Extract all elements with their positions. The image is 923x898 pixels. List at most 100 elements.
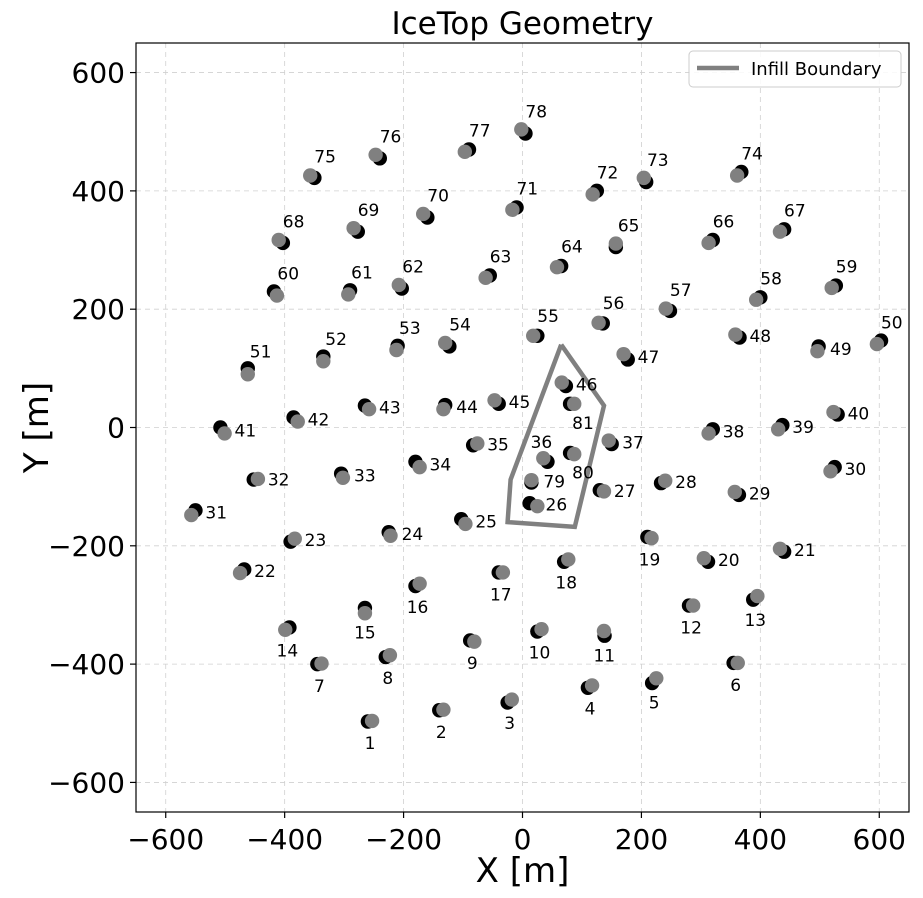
station-label: 66 [713,212,735,232]
station-label: 76 [380,128,402,148]
station-57-tank-b [658,301,674,316]
station-label: 63 [490,248,512,268]
station-64-tank-b [549,259,565,275]
station-13-tank-b [750,588,765,604]
station-label: 10 [529,643,551,663]
station-label: 6 [730,676,741,696]
station-label: 34 [430,455,452,475]
station-label: 18 [555,574,577,594]
station-56-tank-b [591,315,606,330]
y-tick-label: 400 [72,175,125,208]
station-49-tank-b [810,343,825,359]
station-label: 64 [561,238,583,258]
station-6-tank-b [730,655,745,671]
station-label: 26 [546,496,568,516]
station-39-tank-b [770,422,786,437]
station-label: 8 [382,669,393,689]
station-8-tank-b [382,648,398,663]
station-label: 39 [792,418,814,438]
station-label: 62 [402,258,424,278]
station-2-tank-b [436,702,451,717]
station-17-tank-b [495,565,511,580]
legend-box [688,50,902,88]
y-tick-label: −200 [48,530,125,563]
station-label: 37 [622,433,644,453]
station-label: 40 [848,404,870,424]
station-label: 61 [351,263,373,283]
station-label: 33 [354,467,376,487]
station-35-tank-b [470,436,485,451]
station-label: 73 [647,151,669,171]
station-69-tank-b [346,220,361,236]
station-37-tank-b [601,433,616,448]
axis-ticks: −600 −400 −200 0 200 400 600 −600 −400 −200 0 200 40… [48,57,906,856]
station-78-tank-b [514,122,529,137]
station-29-tank-b [727,484,742,500]
station-label: 54 [449,316,471,336]
station-label: 49 [830,340,852,360]
station-54-tank-b [438,335,453,351]
station-points-layer [184,122,889,729]
y-axis-label: Y [m] [17,382,57,474]
station-72-tank-b [585,187,600,202]
station-label: 13 [744,611,766,631]
station-label: 59 [836,258,858,278]
x-tick-label: −200 [365,823,442,856]
station-label: 16 [407,598,429,618]
station-label: 48 [749,327,771,347]
station-30-tank-b [823,464,838,479]
station-63-tank-b [478,270,493,286]
station-33-tank-b [335,470,351,485]
station-label: 72 [597,164,619,184]
station-47-tank-b [616,346,631,362]
station-22-tank-b [232,565,248,581]
station-5-tank-b [649,671,664,686]
legend: Infill Boundary [688,50,902,88]
station-41-tank-b [217,426,232,441]
station-44-tank-b [436,401,451,417]
station-18-tank-b [561,552,576,567]
y-tick-label: 0 [107,412,125,445]
station-label: 12 [680,619,702,639]
station-label: 11 [593,646,615,666]
station-label: 68 [283,212,305,232]
station-label: 53 [399,319,421,339]
station-label: 1 [365,734,376,754]
station-70-tank-b [415,206,431,222]
x-tick-label: 200 [615,823,668,856]
station-76-tank-b [368,147,383,163]
station-label: 50 [881,313,903,333]
station-label: 51 [250,342,272,362]
station-1-tank-b [364,713,380,729]
station-59-tank-b [824,280,839,296]
station-label: 41 [235,421,257,441]
station-label: 65 [618,216,640,236]
station-34-tank-b [412,459,427,475]
station-19-tank-b [644,530,659,546]
station-label: 56 [603,294,625,314]
station-32-tank-b [250,471,266,487]
station-label: 2 [436,723,447,743]
station-3-tank-b [504,692,519,707]
station-label: 77 [469,122,491,142]
station-label: 19 [639,551,661,571]
station-79-tank-b [524,472,539,488]
station-label: 70 [427,187,449,207]
x-tick-label: 0 [514,823,532,856]
station-74-tank-b [729,168,745,183]
station-label: 46 [576,375,598,395]
station-label: 42 [308,411,330,431]
station-label: 22 [254,562,276,582]
station-7-tank-b [314,656,329,671]
station-48-tank-b [728,327,743,342]
station-label: 78 [525,102,547,122]
station-58-tank-b [748,292,764,307]
station-61-tank-b [341,287,356,302]
station-label: 44 [456,398,478,418]
station-43-tank-b [361,401,377,417]
station-label: 25 [475,513,497,533]
station-label: 3 [504,714,515,734]
station-label: 74 [741,145,763,165]
station-10-tank-b [534,622,549,637]
